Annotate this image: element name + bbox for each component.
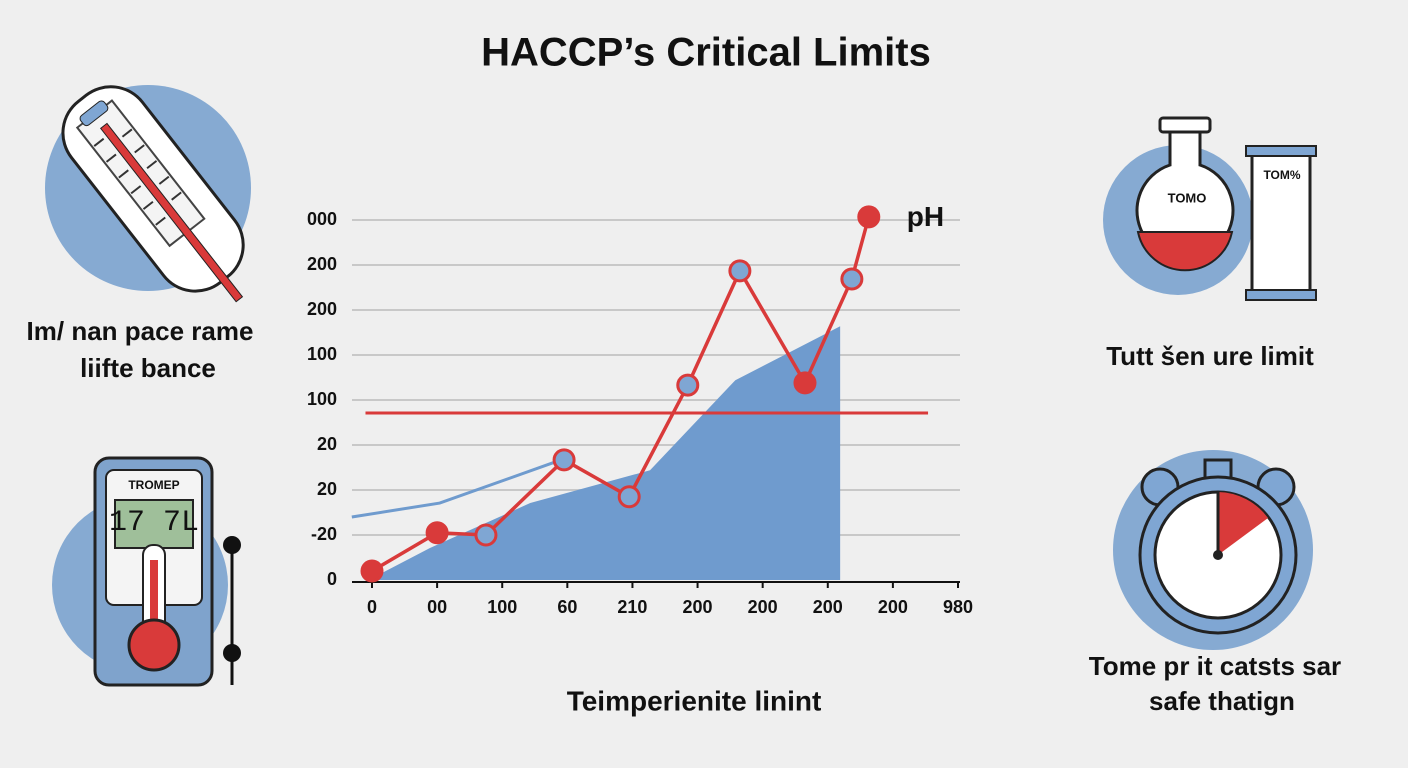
marker <box>676 373 700 397</box>
marker <box>840 267 864 291</box>
flask-icon <box>1103 116 1317 301</box>
device-icon <box>52 456 241 687</box>
marker <box>360 559 384 583</box>
line <box>371 216 871 573</box>
x-tick-label: 60 <box>557 597 577 617</box>
marker <box>857 205 881 229</box>
y-tick-label: 200 <box>307 299 337 319</box>
x-tick-label: 210 <box>617 597 647 617</box>
panel-text: Tome pr it catsts sar <box>1089 651 1341 681</box>
y-tick-label: 100 <box>307 344 337 364</box>
y-tick-label: 20 <box>317 479 337 499</box>
x-tick-label: 200 <box>813 597 843 617</box>
panel-text: safe thatign <box>1149 686 1295 716</box>
x-tick-label: 200 <box>878 597 908 617</box>
device-label: TROMEP <box>128 478 179 492</box>
series-label: pH <box>907 201 944 232</box>
title: HACCP’s Critical Limits <box>481 31 931 75</box>
y-tick-label: 200 <box>307 254 337 274</box>
y-tick-label: 20 <box>317 434 337 454</box>
x-tick-label: 200 <box>748 597 778 617</box>
x-tick-label: 100 <box>487 597 517 617</box>
marker <box>617 485 641 509</box>
thermometer-icon <box>45 85 251 303</box>
panel-text: Tutt šen ure limit <box>1106 341 1314 371</box>
x-tick-label: 200 <box>683 597 713 617</box>
marker <box>425 521 449 545</box>
tube-label: TOM% <box>1263 168 1300 182</box>
device-display: 17 7L <box>109 506 199 540</box>
marker <box>552 448 576 472</box>
x-tick-label: 0 <box>367 597 377 617</box>
x-axis-label: Teimperienite linint <box>567 685 822 716</box>
marker <box>793 371 817 395</box>
panel-text: Im/ nan pace rame <box>27 316 254 346</box>
marker <box>728 259 752 283</box>
panel-text: liifte bance <box>80 353 216 383</box>
y-tick-label: 000 <box>307 209 337 229</box>
x-tick-label: 980 <box>943 597 973 617</box>
y-tick-label: 100 <box>307 389 337 409</box>
flask-label: TOMO <box>1168 190 1207 205</box>
area <box>372 326 841 580</box>
y-tick-label: 0 <box>327 569 337 589</box>
y-tick-label: -20 <box>311 524 337 544</box>
stopwatch-icon <box>1113 450 1313 650</box>
x-tick-label: 00 <box>427 597 447 617</box>
marker <box>474 523 498 547</box>
line <box>351 460 556 519</box>
